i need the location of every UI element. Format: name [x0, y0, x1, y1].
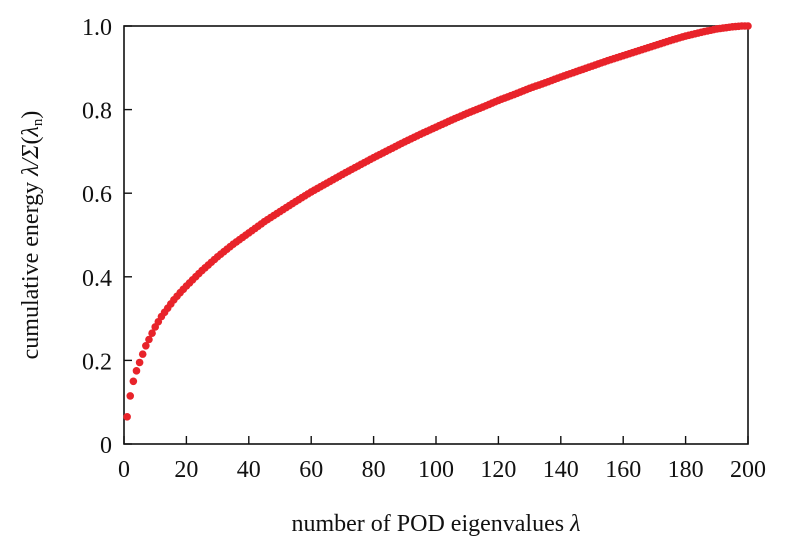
y-tick-label: 0.2 [82, 349, 112, 375]
y-axis-title-subscript: n [30, 118, 46, 126]
y-tick-label: 0.6 [82, 182, 112, 208]
data-point [138, 350, 147, 358]
data-point [142, 341, 150, 350]
y-axis-title-symbol: λ/Σ [18, 145, 44, 177]
data-point [126, 392, 135, 400]
x-tick-label: 20 [174, 457, 198, 483]
x-tick-label: 120 [480, 457, 516, 483]
x-tick-label: 160 [605, 457, 641, 483]
data-point [129, 377, 138, 386]
y-axis-title: cumulative energy λ/Σ(λn) [18, 111, 46, 360]
x-axis: 0 20 40 60 80 100 120 140 160 180 200 [118, 436, 766, 483]
y-axis-title-text: cumulative energy [18, 176, 44, 360]
x-tick-label: 40 [237, 457, 261, 483]
x-tick-label: 0 [118, 457, 130, 483]
y-axis: 0 0.2 0.4 0.6 0.8 1.0 [82, 15, 132, 459]
x-tick-label: 140 [543, 457, 579, 483]
y-tick-label: 1.0 [82, 15, 112, 41]
data-points [123, 22, 752, 421]
data-point [145, 335, 153, 344]
y-axis-title-paren-open: ( [18, 137, 44, 145]
data-point [148, 329, 156, 338]
x-axis-title-symbol: λ [569, 511, 580, 537]
y-axis-title-paren-close: ) [18, 111, 44, 119]
x-tick-label: 200 [730, 457, 766, 483]
data-point [135, 358, 144, 367]
data-point [123, 413, 131, 421]
y-tick-label: 0.4 [82, 266, 112, 292]
y-tick-label: 0 [100, 433, 112, 459]
data-point [132, 367, 141, 375]
data-point [744, 22, 752, 30]
plot-frame [123, 25, 749, 445]
y-tick-label: 0.8 [82, 99, 112, 125]
x-tick-label: 100 [418, 457, 454, 483]
x-axis-title: number of POD eigenvalues λ [291, 511, 580, 537]
y-axis-title-paren-symbol: λ [18, 126, 44, 137]
x-tick-label: 60 [299, 457, 323, 483]
x-tick-label: 180 [668, 457, 704, 483]
x-tick-label: 80 [362, 457, 386, 483]
x-axis-title-text: number of POD eigenvalues [291, 511, 570, 537]
